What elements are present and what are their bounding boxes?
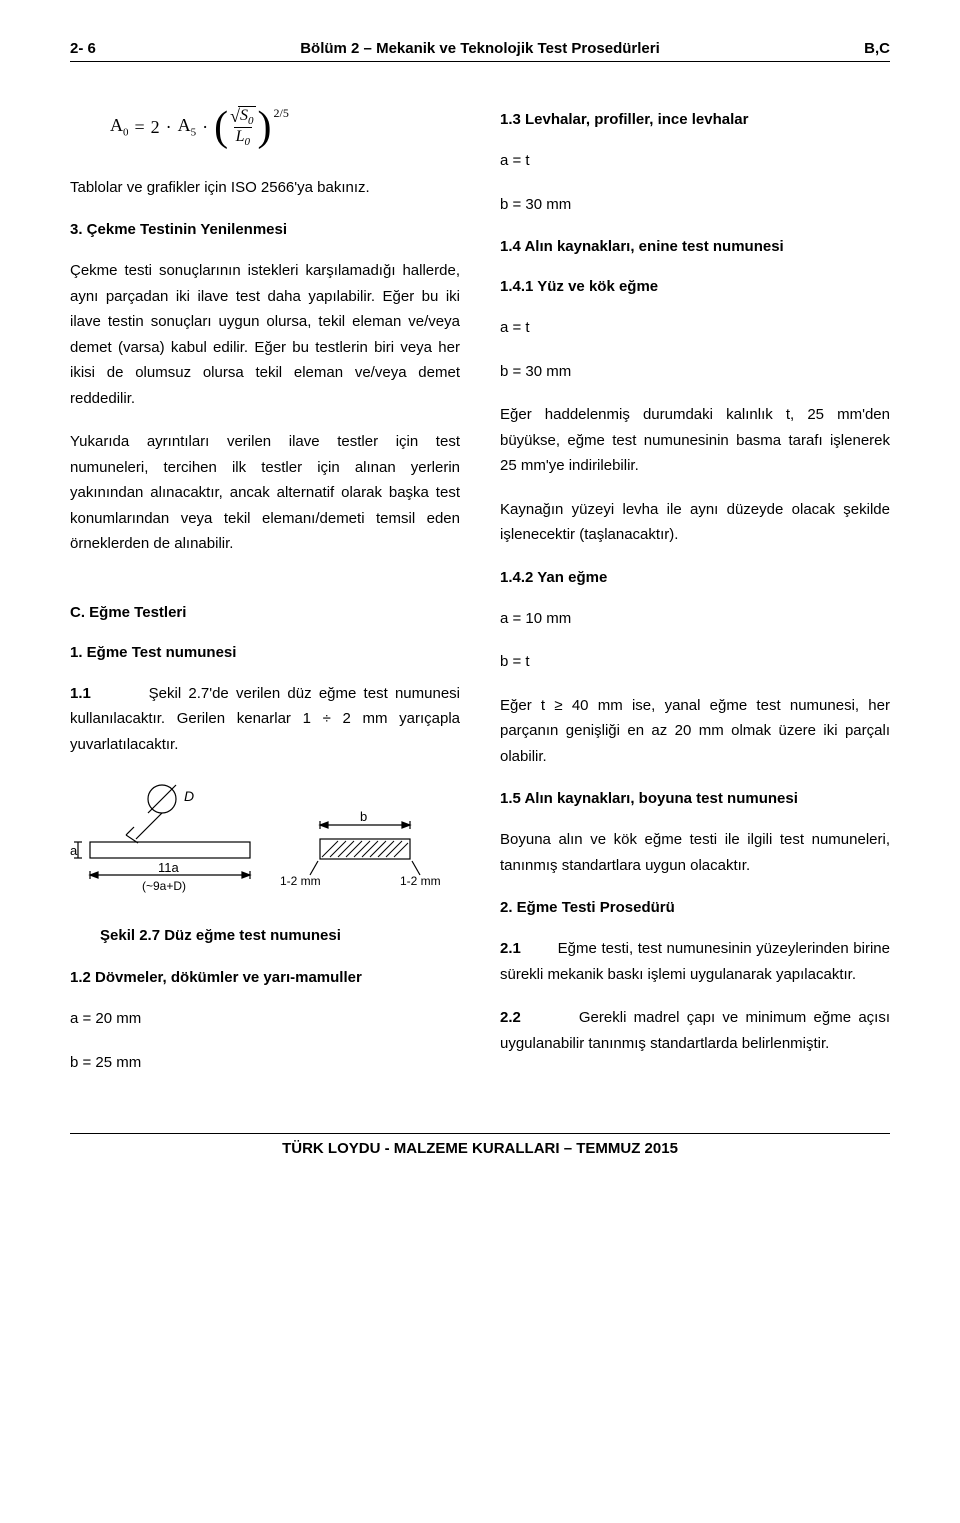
para-14a: Eğer haddelenmiş durumdaki kalınlık t, 2… [500, 402, 890, 479]
exponent: 2/5 [274, 106, 289, 121]
heading-141: 1.4.1 Yüz ve kök eğme [500, 275, 890, 299]
figure-caption: Şekil 2.7 Düz eğme test numunesi [100, 927, 460, 944]
label-edge-l: 1-2 mm [280, 874, 321, 888]
sym-eq: = [135, 117, 145, 138]
label-22: 2.2 [500, 1009, 521, 1026]
header-page-right: B,C [864, 40, 890, 57]
header-page-left: 2- 6 [70, 40, 96, 57]
paren-group: ( √ S0 L0 ) 2/5 [214, 106, 289, 149]
sym-A2: A [178, 115, 191, 135]
text-11: Şekil 2.7'de verilen düz eğme test numun… [70, 685, 460, 753]
heading-12: 1.2 Dövmeler, dökümler ve yarı-mamuller [70, 966, 460, 990]
label-b: b [360, 809, 367, 824]
val-a10: a = 10 mm [500, 606, 890, 632]
sym-L: L [236, 128, 245, 145]
sym-S: S [240, 107, 248, 124]
para-22: 2.2 Gerekli madrel çapı ve minimum eğme … [500, 1005, 890, 1056]
label-11: 1.1 [70, 685, 91, 702]
sym-dot1: · [166, 117, 172, 138]
sym-sub5: 5 [191, 127, 197, 139]
text-21: Eğme testi, test numunesinin yüzeylerind… [500, 940, 890, 983]
label-D: D [184, 788, 194, 804]
right-column: 1.3 Levhalar, profiller, ince levhalar a… [500, 98, 890, 1093]
val-bt: b = t [500, 649, 890, 675]
val-b30: b = 30 mm [500, 192, 890, 218]
sym-sub0a: 0 [123, 127, 129, 139]
label-11a: 11a [158, 860, 179, 875]
label-edge-r: 1-2 mm [400, 874, 441, 888]
para-142: Eğer t ≥ 40 mm ise, yanal eğme test numu… [500, 693, 890, 770]
formula-a0: A0 = 2 · A5 · ( √ S0 L0 ) 2/5 [110, 106, 460, 149]
header-title: Bölüm 2 – Mekanik ve Teknolojik Test Pro… [96, 40, 864, 57]
label-21: 2.1 [500, 940, 521, 957]
sym-2: 2 [151, 117, 160, 138]
heading-3: 3. Çekme Testinin Yenilenmesi [70, 218, 460, 242]
page: 2- 6 Bölüm 2 – Mekanik ve Teknolojik Tes… [0, 0, 960, 1187]
val-at2: a = t [500, 315, 890, 341]
val-a20: a = 20 mm [70, 1006, 460, 1032]
heading-C: C. Eğme Testleri [70, 601, 460, 625]
heading-1: 1. Eğme Test numunesi [70, 641, 460, 665]
heading-2: 2. Eğme Testi Prosedürü [500, 896, 890, 920]
para-11: 1.1 Şekil 2.7'de verilen düz eğme test n… [70, 681, 460, 758]
rparen-icon: ) [258, 113, 272, 142]
fraction: √ S0 L0 [230, 106, 255, 149]
para-21: 2.1 Eğme testi, test numunesinin yüzeyle… [500, 936, 890, 987]
left-column: A0 = 2 · A5 · ( √ S0 L0 ) 2/5 [70, 98, 460, 1093]
sym-A1: A [110, 115, 123, 135]
heading-15: 1.5 Alın kaynakları, boyuna test numunes… [500, 787, 890, 811]
val-b25: b = 25 mm [70, 1050, 460, 1076]
para-3b: Yukarıda ayrıntıları verilen ilave testl… [70, 429, 460, 557]
sym-sub0b: 0 [248, 115, 254, 127]
content-columns: A0 = 2 · A5 · ( √ S0 L0 ) 2/5 [70, 98, 890, 1093]
header-rule [70, 61, 890, 62]
text-22: Gerekli madrel çapı ve minimum eğme açıs… [500, 1009, 890, 1052]
sym-sub0c: 0 [245, 136, 251, 148]
bend-specimen-diagram-icon: D a 11a [70, 777, 450, 907]
sym-dot2: · [202, 117, 208, 138]
para-15: Boyuna alın ve kök eğme testi ile ilgili… [500, 827, 890, 878]
label-a: a [70, 843, 78, 858]
page-footer: TÜRK LOYDU - MALZEME KURALLARI – TEMMUZ … [70, 1133, 890, 1157]
heading-142: 1.4.2 Yan eğme [500, 566, 890, 590]
val-b30b: b = 30 mm [500, 359, 890, 385]
para-3a: Çekme testi sonuçlarının istekleri karşı… [70, 258, 460, 411]
figure-2-7: D a 11a [70, 777, 460, 907]
page-header: 2- 6 Bölüm 2 – Mekanik ve Teknolojik Tes… [70, 40, 890, 57]
val-at: a = t [500, 148, 890, 174]
lparen-icon: ( [214, 113, 228, 142]
heading-14: 1.4 Alın kaynakları, enine test numunesi [500, 235, 890, 259]
label-9aD: (~9a+D) [142, 879, 186, 893]
sqrt-s0: √ S0 [230, 106, 255, 127]
para-tables-ref: Tablolar ve grafikler için ISO 2566'ya b… [70, 175, 460, 201]
para-14b: Kaynağın yüzeyi levha ile aynı düzeyde o… [500, 497, 890, 548]
heading-13: 1.3 Levhalar, profiller, ince levhalar [500, 108, 890, 132]
